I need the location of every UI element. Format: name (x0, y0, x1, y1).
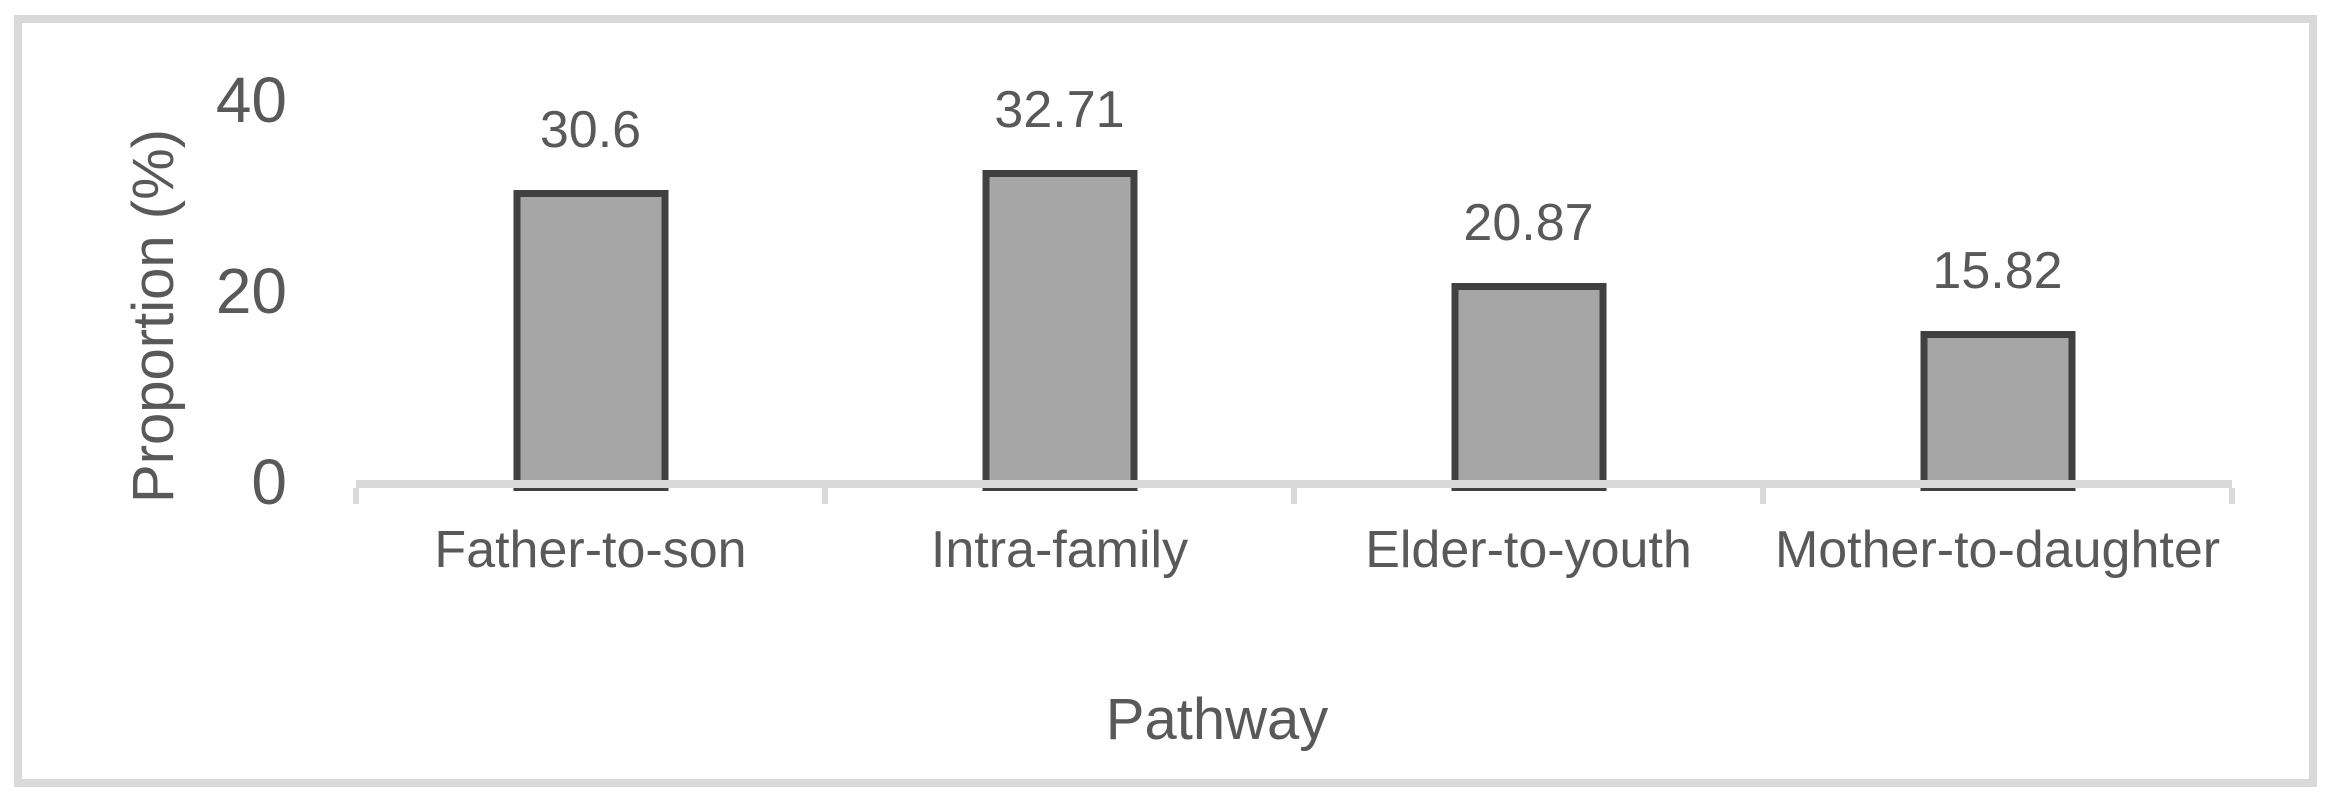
x-axis-tick-mark (1760, 488, 1766, 504)
bar (982, 169, 1137, 491)
y-axis-title: Proportion (%) (121, 129, 186, 503)
category-label: Intra-family (930, 521, 1189, 579)
x-axis-tick-mark (353, 488, 359, 504)
y-axis-tick-label: 0 (251, 446, 287, 518)
category-label: Elder-to-youth (1365, 521, 1692, 579)
plot-area: 30.6 Father-to-son 32.71 Intra-family 20.87 E… (353, 84, 2235, 576)
bar (1920, 330, 2075, 491)
bar-value-label: 15.82 (1932, 241, 2063, 300)
bar-value-label: 20.87 (1463, 193, 1594, 252)
y-axis-tick-label: 40 (215, 64, 287, 136)
x-axis-tick-mark (822, 488, 828, 504)
category-slot: 32.71 Intra-family (825, 84, 1294, 576)
chart-frame (14, 15, 2317, 787)
category-slot: 20.87 Elder-to-youth (1294, 100, 1763, 576)
bar (513, 189, 668, 491)
x-axis-tick-mark (2229, 488, 2235, 504)
x-axis-tick-mark (1291, 488, 1297, 504)
x-axis-line (356, 480, 2232, 488)
y-axis-tick-label: 20 (215, 255, 287, 327)
bar (1451, 282, 1606, 491)
bar-value-label: 32.71 (994, 80, 1125, 139)
x-axis-title: Pathway (1105, 687, 1329, 752)
category-slot: 30.6 Father-to-son (356, 100, 825, 576)
bar-value-label: 30.6 (539, 100, 642, 159)
category-label: Father-to-son (434, 521, 747, 579)
category-label: Mother-to-daughter (1774, 521, 2221, 579)
category-slot: 15.82 Mother-to-daughter (1763, 100, 2232, 576)
